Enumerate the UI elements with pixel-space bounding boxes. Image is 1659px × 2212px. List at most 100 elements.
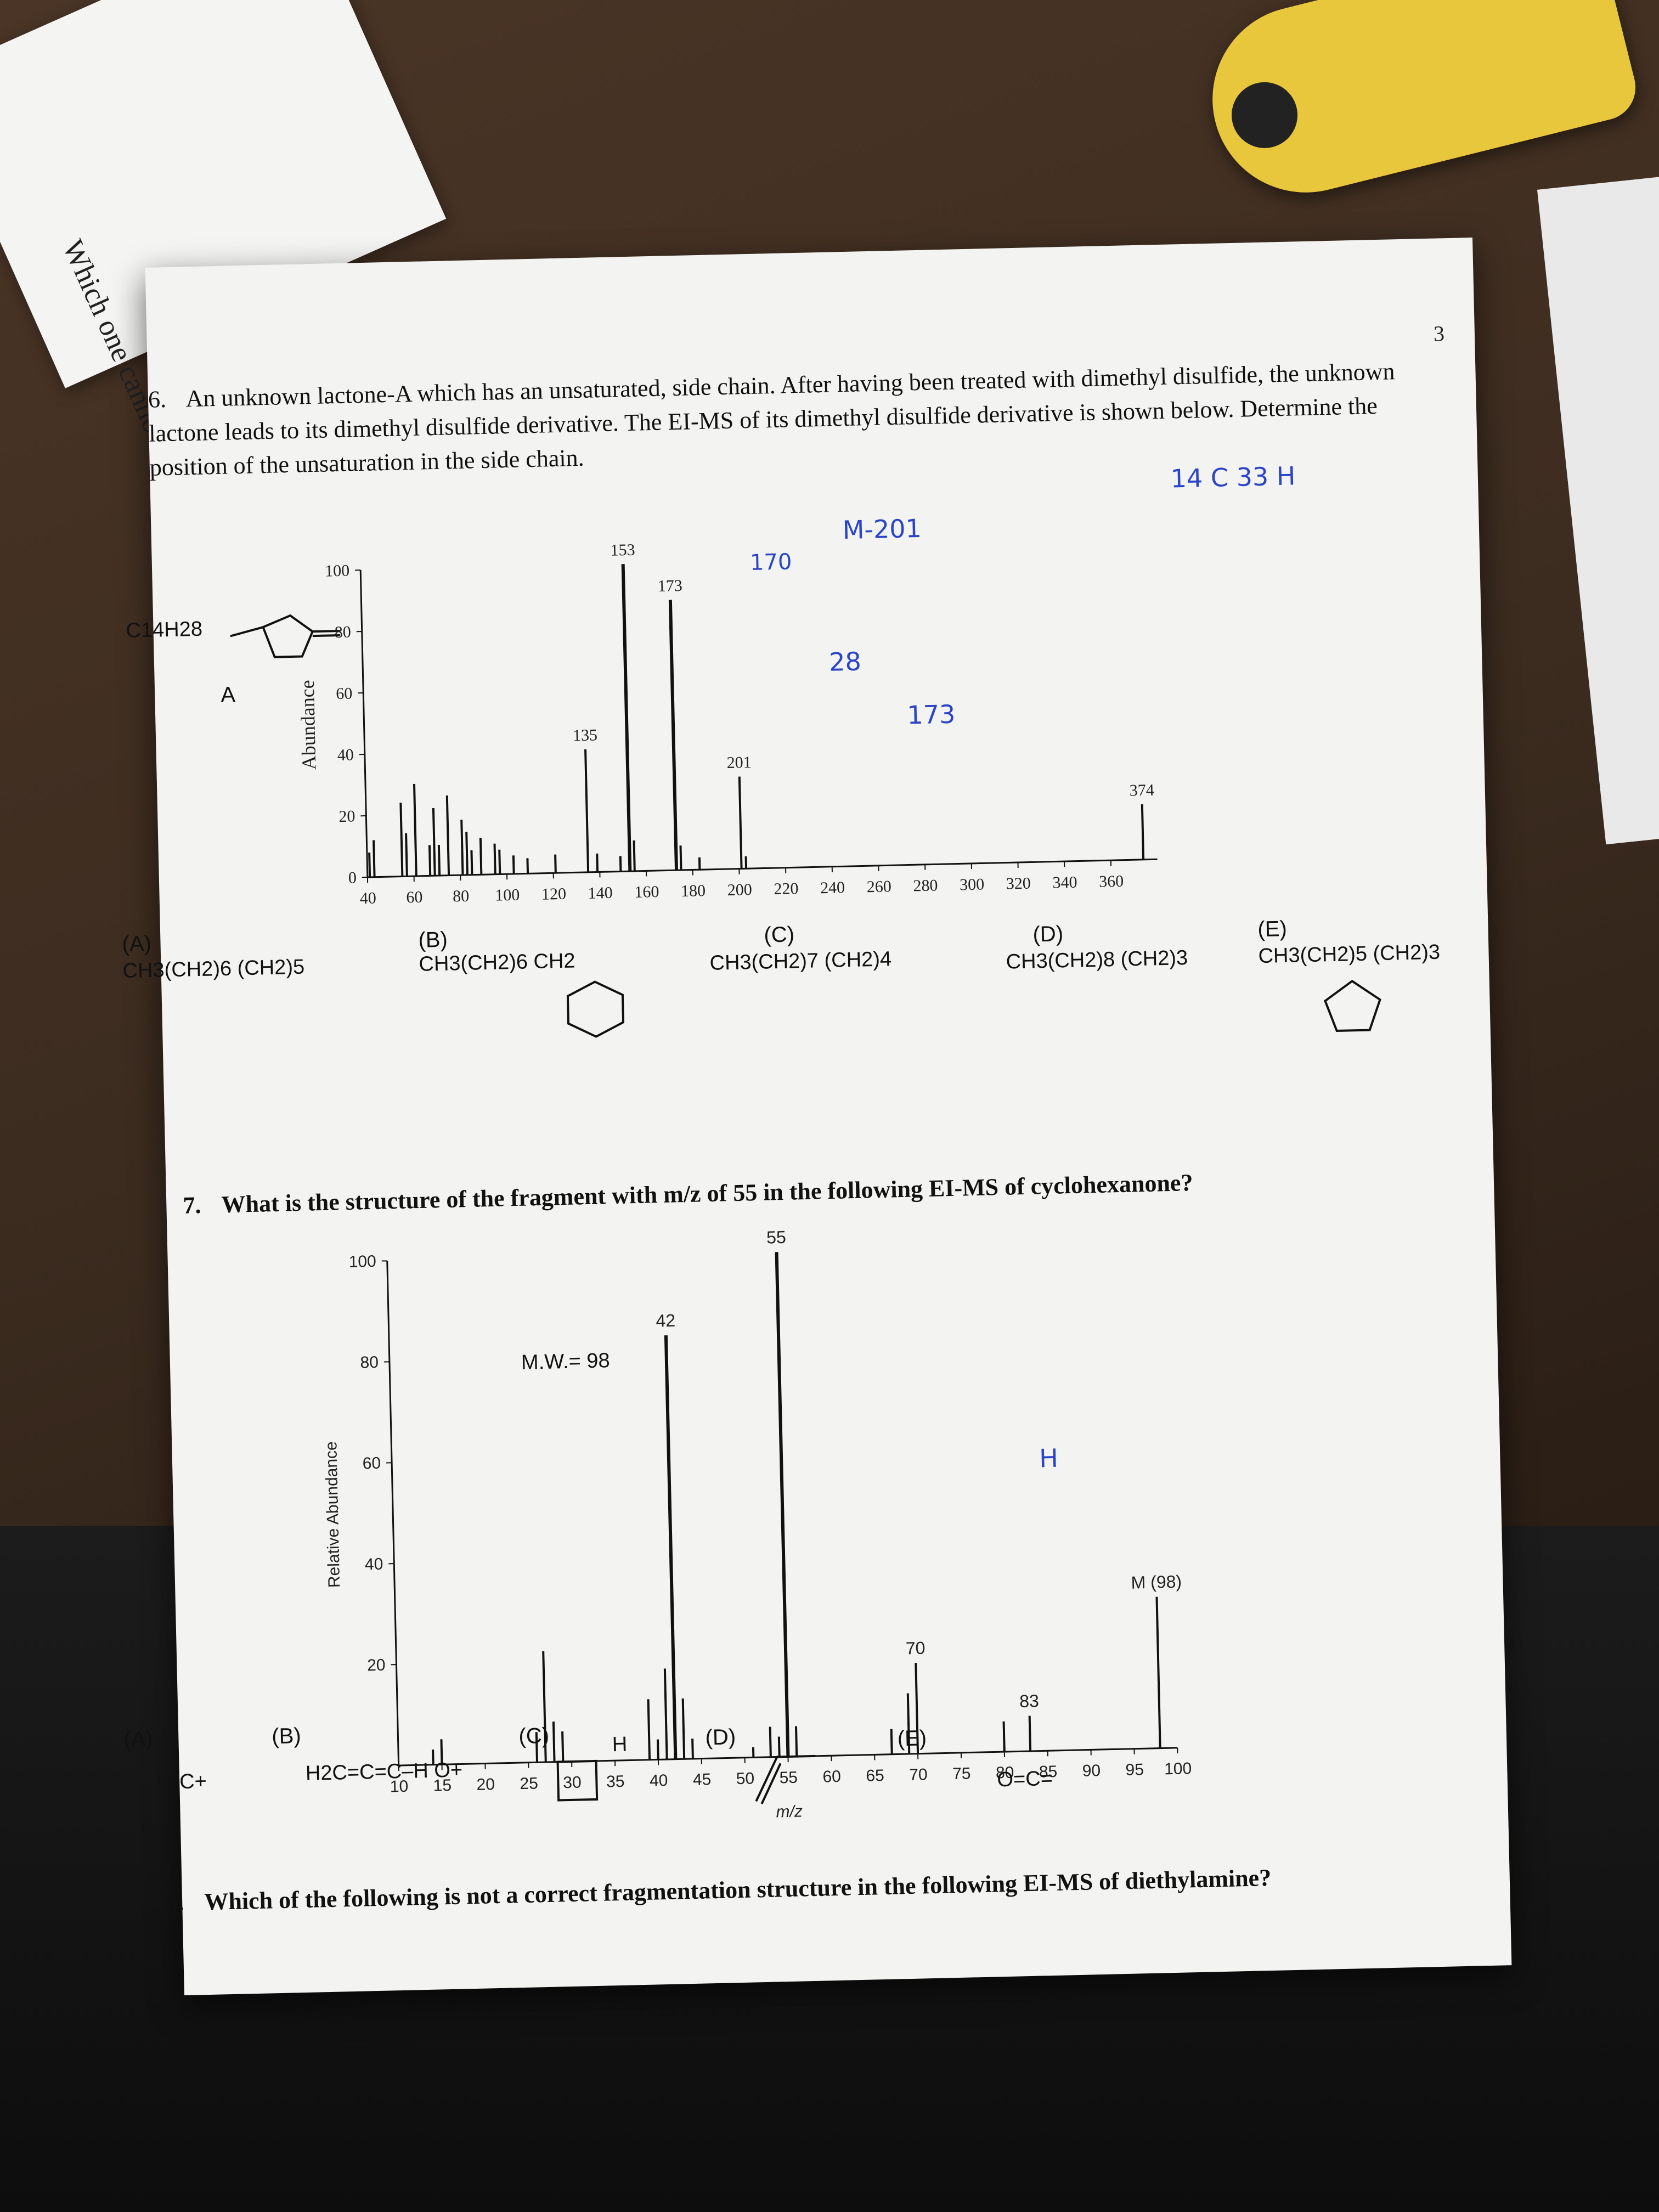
x-tick-label: 140 <box>588 884 613 902</box>
y-tick-label: 20 <box>338 807 356 826</box>
x-tick-label: 60 <box>822 1768 841 1786</box>
peak-bar <box>554 854 557 873</box>
x-tick-label: 90 <box>1082 1762 1101 1780</box>
q7-option-b-text: H2C=C=C–H O+ <box>305 1758 463 1785</box>
q6-option-c-text: CH3(CH2)7 (CH2)4 <box>709 947 892 975</box>
peak-bar <box>668 600 679 871</box>
peak-bar <box>479 838 483 875</box>
peak-bar <box>619 856 622 872</box>
peak-bar <box>915 1662 919 1754</box>
q7-option-b-letter: (B) <box>271 1724 302 1749</box>
peak-bar <box>794 1726 798 1757</box>
x-tick-label: 220 <box>774 879 799 898</box>
x-tick-label: 360 <box>1099 872 1124 891</box>
question-7-number: 7. <box>182 1191 201 1219</box>
peak-label: 55 <box>766 1227 786 1248</box>
y-tick-label: 20 <box>367 1656 386 1675</box>
y-axis-title: Relative Abundance <box>322 1441 343 1588</box>
peak-bar <box>1155 1596 1161 1748</box>
peak-bar <box>647 1699 651 1760</box>
peak-label: 42 <box>656 1311 675 1331</box>
peak-bar <box>399 803 404 877</box>
peak-bar <box>744 856 748 869</box>
x-tick-label: 65 <box>866 1767 884 1785</box>
peak-bar <box>664 1335 678 1759</box>
q6-option-c-letter: (C) <box>763 922 795 947</box>
peak-bar <box>584 749 590 872</box>
y-tick-label: 80 <box>360 1353 379 1372</box>
handwritten-note-6: H <box>1039 1443 1059 1474</box>
x-tick-label: 50 <box>736 1769 754 1788</box>
x-tick-label: 300 <box>960 875 985 894</box>
q7-option-e-text: O=C= <box>997 1767 1053 1792</box>
peak-bar <box>775 1252 790 1757</box>
x-tick-label: 40 <box>650 1771 668 1790</box>
peak-bar <box>633 840 636 871</box>
peak-bar <box>440 1739 443 1765</box>
y-tick-label: 100 <box>348 1252 376 1271</box>
x-tick-label: 260 <box>866 877 891 896</box>
x-tick-label: 35 <box>606 1773 625 1791</box>
peak-bar <box>413 783 417 876</box>
question-6-number: 6. <box>148 386 167 413</box>
peak-bar <box>777 1736 781 1757</box>
y-tick-label: 40 <box>337 746 354 764</box>
y-tick-label: 40 <box>365 1555 383 1574</box>
peak-bar <box>368 853 371 877</box>
y-tick-label: 0 <box>348 868 357 887</box>
page-number: 3 <box>1433 321 1445 346</box>
lactone-formula: C14H28 <box>126 617 203 642</box>
lactone-ring-drawing <box>230 614 340 658</box>
x-tick-label: 100 <box>495 886 520 905</box>
peak-bar <box>769 1726 772 1757</box>
peak-label: 70 <box>905 1638 925 1658</box>
peak-bar <box>698 857 701 870</box>
peak-bar <box>465 832 469 875</box>
x-axis-title: m/z <box>776 1802 803 1821</box>
peak-bar <box>681 1698 686 1759</box>
q6-option-d-letter: (D) <box>1032 922 1064 947</box>
q7-option-e-letter: (E) <box>897 1726 927 1751</box>
x-tick-label: 80 <box>996 1764 1014 1782</box>
peak-bar <box>445 795 450 876</box>
question-8-number: 8. <box>165 1889 184 1916</box>
y-tick-label: 60 <box>362 1454 381 1473</box>
peak-label: 173 <box>657 577 682 595</box>
x-tick-label: 15 <box>433 1776 452 1795</box>
allyl-cation-drawing <box>755 1754 816 1804</box>
peak-bar <box>432 808 436 876</box>
peak-label: M (98) <box>1131 1572 1182 1593</box>
cyclohexane-ring-drawing <box>566 980 625 1038</box>
cyclopentane-ring-drawing <box>1324 979 1381 1032</box>
y-axis-title: Abundance <box>296 680 320 770</box>
y-tick-label: 80 <box>334 623 351 642</box>
x-tick-label: 120 <box>541 885 567 904</box>
peak-bar <box>691 1739 694 1759</box>
x-tick-label: 20 <box>476 1775 495 1794</box>
q6-option-a-text: CH3(CH2)6 (CH2)5 <box>122 955 305 983</box>
x-tick-label: 95 <box>1125 1760 1144 1779</box>
x-tick-label: 40 <box>359 889 376 908</box>
cyclobutyl-cation-drawing <box>556 1759 599 1802</box>
ms-chart-2: 10 15 20 25 30 35 40 45 50 55 60 65 70 75 80 85 90 95 100 2… <box>322 1227 1192 1821</box>
peak-bar <box>470 850 473 875</box>
exam-page: 3 6. An unknown lactone-A which has an u… <box>122 237 1512 1996</box>
x-tick-label: 100 <box>1164 1759 1192 1778</box>
x-tick-label: 60 <box>406 888 423 907</box>
peak-bar <box>498 849 501 874</box>
y-tick-label: 100 <box>325 562 350 580</box>
ms-chart-1: 40 60 80 100 120 140 160 180 200 220 240 260 280 300 3… <box>296 541 1158 908</box>
peak-label: 135 <box>573 726 598 744</box>
x-tick-label: 85 <box>1039 1763 1057 1781</box>
peak-bar <box>552 1722 556 1762</box>
x-tick-label: 320 <box>1006 874 1031 893</box>
peak-bar <box>405 833 408 877</box>
peak-bar <box>526 858 529 874</box>
q6-option-a-letter: (A) <box>122 931 152 957</box>
peak-bar <box>1141 804 1145 860</box>
y-axis <box>359 570 369 877</box>
peak-bar <box>906 1693 911 1754</box>
peak-bar <box>621 564 632 872</box>
x-tick-label: 180 <box>681 882 706 900</box>
peak-bar <box>738 776 743 869</box>
